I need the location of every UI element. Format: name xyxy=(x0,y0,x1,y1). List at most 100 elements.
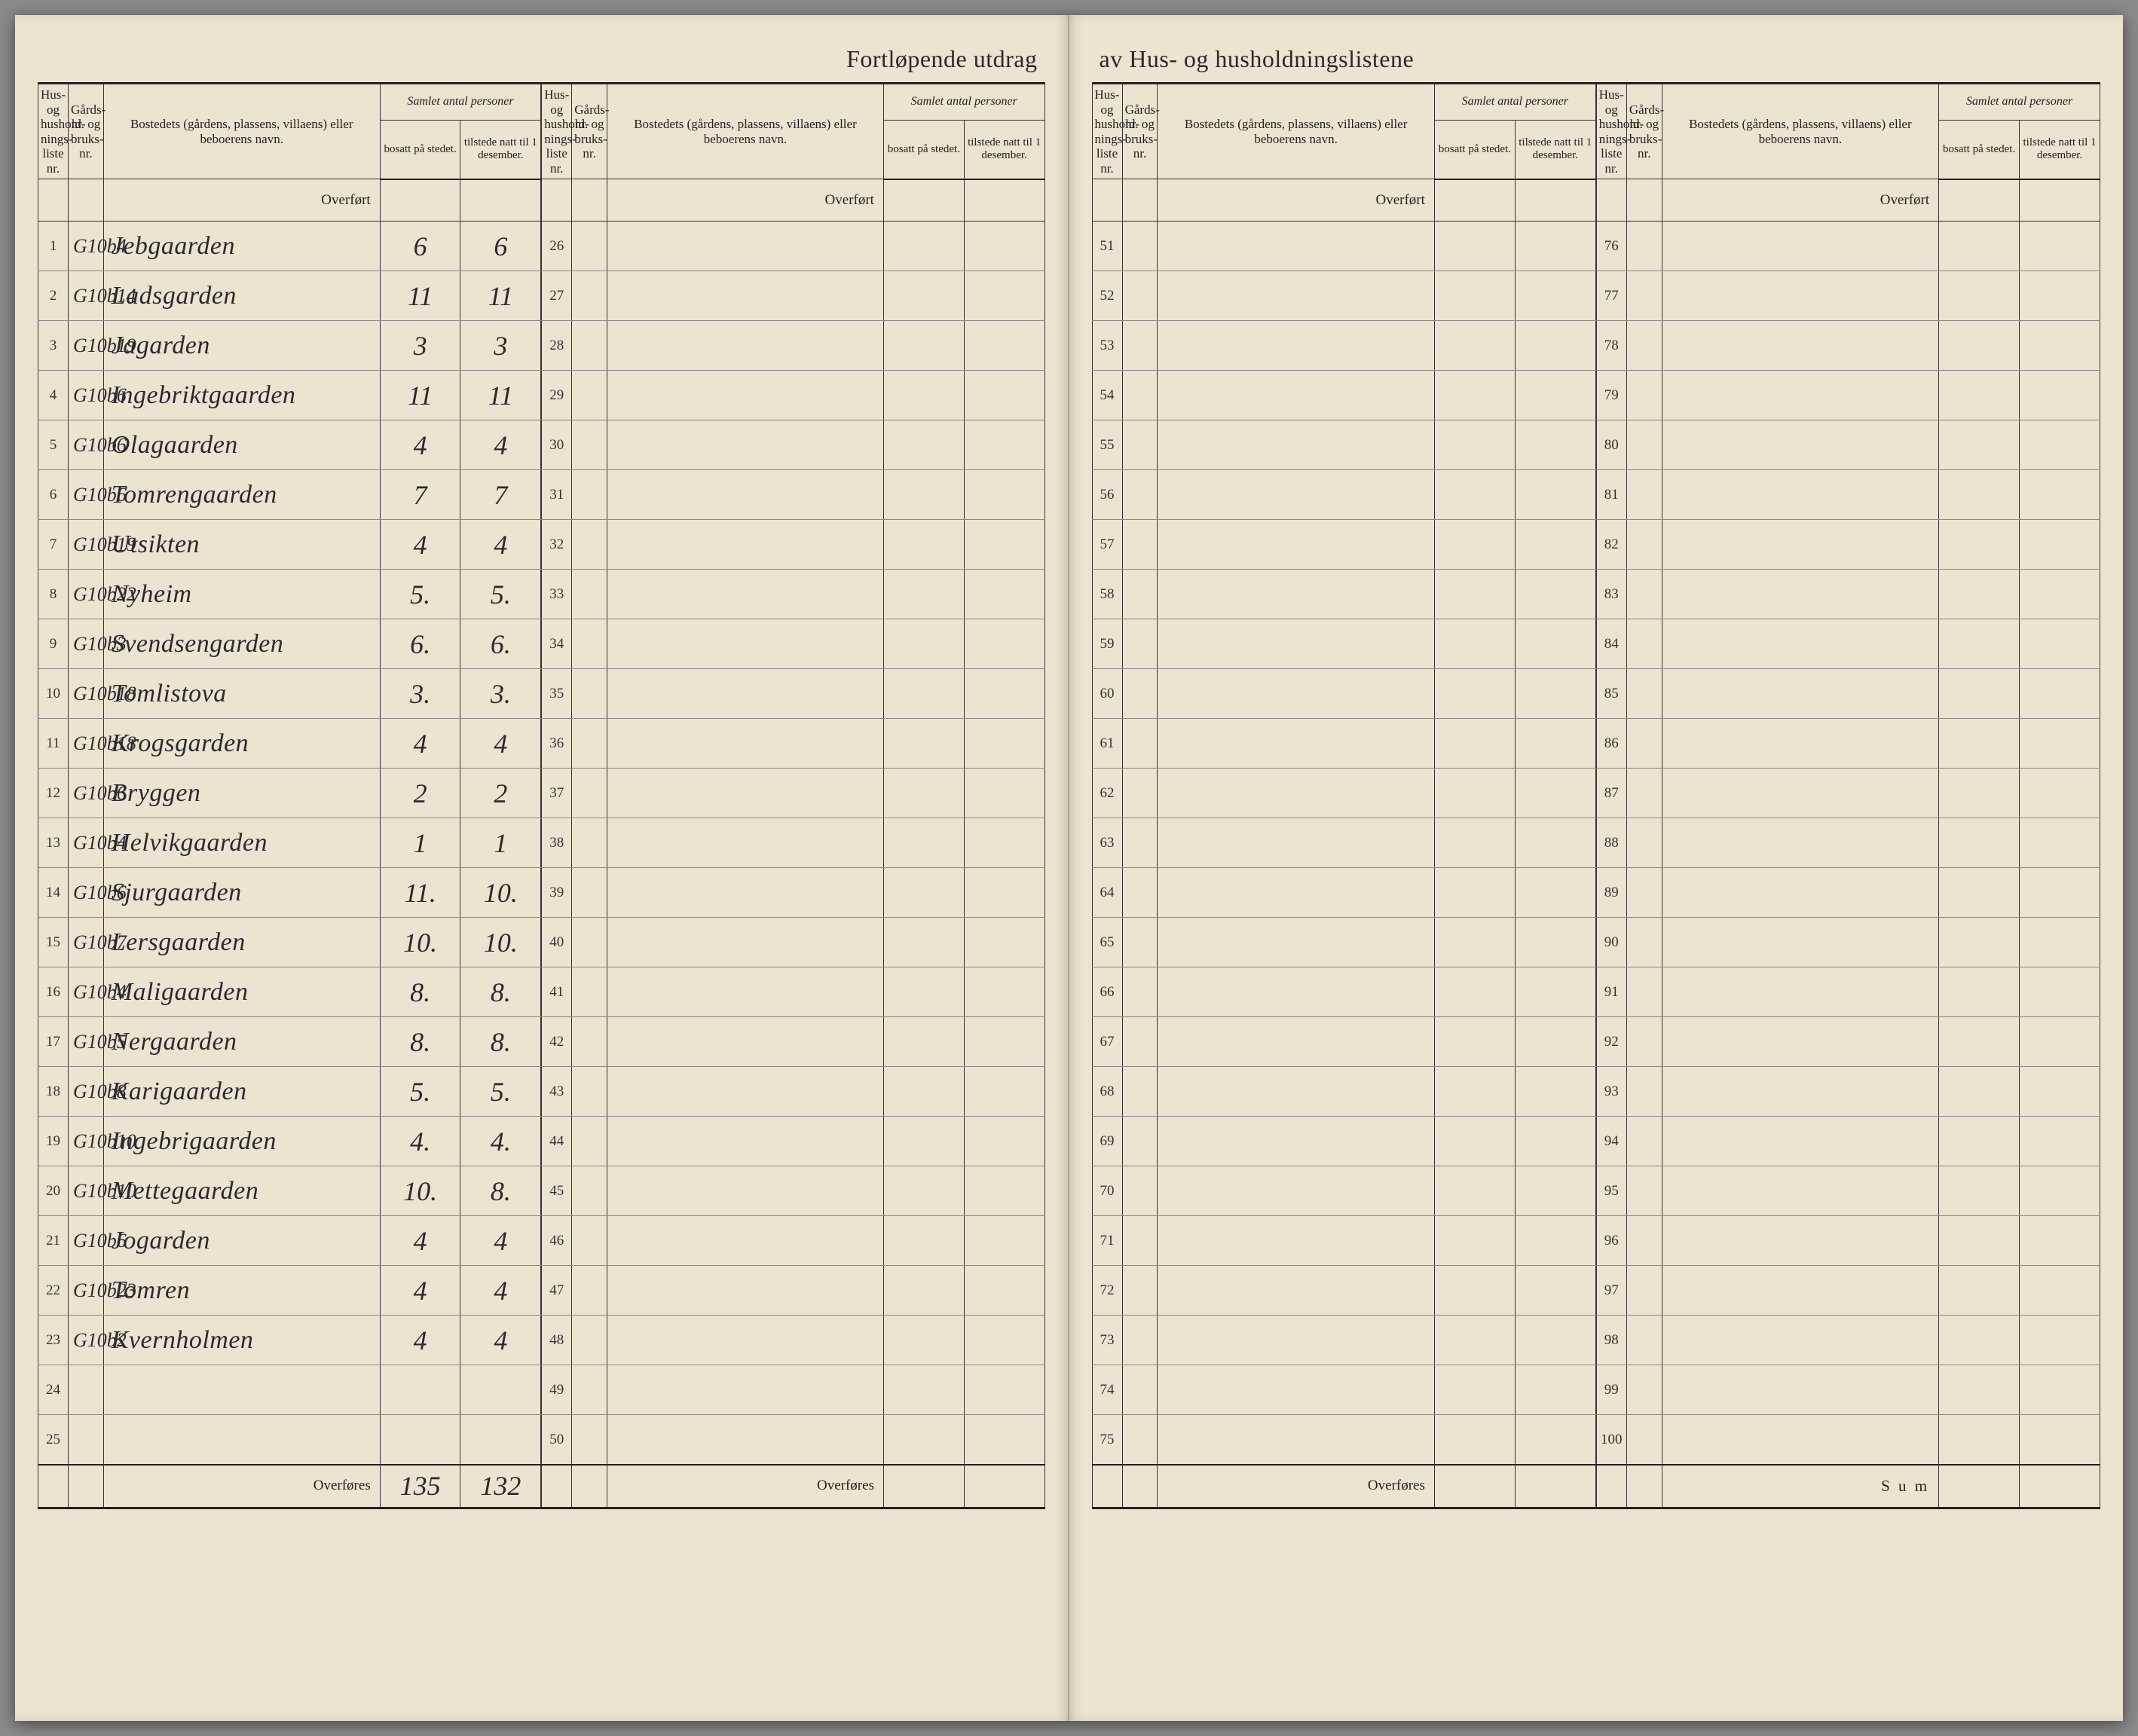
row-number: 43 xyxy=(542,1067,572,1117)
ledger-table-4: Hus- og hushold-nings-liste nr. Gårds-nr… xyxy=(1596,84,2100,1507)
gards-nr: G10b6 xyxy=(69,769,104,818)
tilstede-count: 7 xyxy=(460,470,541,520)
row-number: 22 xyxy=(38,1266,69,1316)
row-number: 61 xyxy=(1092,719,1122,769)
gards-nr: G10b19 xyxy=(69,520,104,570)
table-row: 74 xyxy=(1092,1365,1595,1415)
column-3: Hus- og hushold-nings-liste nr. Gårds-nr… xyxy=(1092,82,1596,1509)
row-number: 41 xyxy=(542,967,572,1017)
table-row: 3 G10b19 Jagarden 3 3 xyxy=(38,321,541,371)
tilstede-count: 4 xyxy=(460,1266,541,1316)
overfort-label: Overført xyxy=(607,179,883,222)
bosatt-count xyxy=(380,1365,460,1415)
row-number: 62 xyxy=(1092,769,1122,818)
table-row: 35 xyxy=(542,669,1045,719)
total-tilstede xyxy=(1515,1465,1595,1507)
table-row: 89 xyxy=(1596,868,2100,918)
overfort-row: Overført xyxy=(38,179,541,222)
header-bosatt: bosatt på stedet. xyxy=(883,121,964,179)
right-page: av Hus- og husholdningslistene Hus- og h… xyxy=(1069,15,2124,1721)
row-number: 64 xyxy=(1092,868,1122,918)
table-row: 48 xyxy=(542,1316,1045,1365)
gards-nr xyxy=(69,1415,104,1465)
table-row: 37 xyxy=(542,769,1045,818)
total-bosatt xyxy=(1434,1465,1515,1507)
bosted-name: Jebgaarden xyxy=(103,222,380,271)
tilstede-count: 8. xyxy=(460,1166,541,1216)
table-row: 67 xyxy=(1092,1017,1595,1067)
row-number: 59 xyxy=(1092,619,1122,669)
table-row: 21 G10b6 Jogarden 4 4 xyxy=(38,1216,541,1266)
row-number: 10 xyxy=(38,669,69,719)
header-gards: Gårds-nr. og bruks-nr. xyxy=(1122,84,1158,179)
row-number: 66 xyxy=(1092,967,1122,1017)
total-bosatt xyxy=(883,1465,964,1507)
sum-label: S u m xyxy=(1662,1465,1939,1507)
table-row: 64 xyxy=(1092,868,1595,918)
bosted-name: Kvernholmen xyxy=(103,1316,380,1365)
header-liste: Hus- og hushold-nings-liste nr. xyxy=(1092,84,1122,179)
gards-nr: G10b14 xyxy=(69,271,104,321)
table-row: 18 G10b8 Karigaarden 5. 5. xyxy=(38,1067,541,1117)
gards-nr: G10b6 xyxy=(69,868,104,918)
table-row: 43 xyxy=(542,1067,1045,1117)
table-row: 71 xyxy=(1092,1216,1595,1266)
overfores-label: Overføres xyxy=(103,1465,380,1507)
row-number: 70 xyxy=(1092,1166,1122,1216)
bosatt-count: 2 xyxy=(380,769,460,818)
bosted-name: Ladsgarden xyxy=(103,271,380,321)
header-bosted: Bostedets (gårdens, plassens, villaens) … xyxy=(103,84,380,179)
tilstede-count: 6 xyxy=(460,222,541,271)
bosatt-count: 3 xyxy=(380,321,460,371)
table-row: 49 xyxy=(542,1365,1045,1415)
row-number: 88 xyxy=(1596,818,1626,868)
table-row: 19 G10b10 Ingebrigaarden 4. 4. xyxy=(38,1117,541,1166)
row-number: 69 xyxy=(1092,1117,1122,1166)
row-number: 95 xyxy=(1596,1166,1626,1216)
row-number: 1 xyxy=(38,222,69,271)
row-number: 23 xyxy=(38,1316,69,1365)
table-row: 42 xyxy=(542,1017,1045,1067)
bosted-name: Tomlistova xyxy=(103,669,380,719)
table-row: 20 G10b10 Mettegaarden 10. 8. xyxy=(38,1166,541,1216)
tilstede-count xyxy=(460,1365,541,1415)
row-number: 29 xyxy=(542,371,572,420)
table-row: 22 G10b23 Tomren 4 4 xyxy=(38,1266,541,1316)
table-row: 40 xyxy=(542,918,1045,967)
table-row: 27 xyxy=(542,271,1045,321)
table-row: 11 G10b18 Krogsgarden 4 4 xyxy=(38,719,541,769)
row-number: 24 xyxy=(38,1365,69,1415)
document-spread: Fortløpende utdrag Hus- og hushold-nings… xyxy=(15,15,2123,1721)
table-row: 66 xyxy=(1092,967,1595,1017)
gards-nr: G10b4 xyxy=(69,967,104,1017)
page-title-right: av Hus- og husholdningslistene xyxy=(1092,45,2101,73)
row-number: 54 xyxy=(1092,371,1122,420)
overfores-label: Overføres xyxy=(607,1465,883,1507)
tilstede-count: 6. xyxy=(460,619,541,669)
header-liste: Hus- og hushold-nings-liste nr. xyxy=(1596,84,1626,179)
row-number: 30 xyxy=(542,420,572,470)
tilstede-count: 10. xyxy=(460,868,541,918)
overfores-row: S u m xyxy=(1596,1465,2100,1507)
row-number: 15 xyxy=(38,918,69,967)
row-number: 33 xyxy=(542,570,572,619)
table-row: 96 xyxy=(1596,1216,2100,1266)
table-row: 5 G10b6 Olagaarden 4 4 xyxy=(38,420,541,470)
table-row: 95 xyxy=(1596,1166,2100,1216)
ledger-table-2: Hus- og hushold-nings-liste nr. Gårds-nr… xyxy=(541,84,1045,1507)
ledger-table-1: Hus- og hushold-nings-liste nr. Gårds-nr… xyxy=(38,84,541,1507)
table-row: 91 xyxy=(1596,967,2100,1017)
row-number: 14 xyxy=(38,868,69,918)
table-row: 38 xyxy=(542,818,1045,868)
tilstede-count xyxy=(460,1415,541,1465)
row-number: 45 xyxy=(542,1166,572,1216)
bosted-name: Olagaarden xyxy=(103,420,380,470)
header-bosted: Bostedets (gårdens, plassens, villaens) … xyxy=(1662,84,1939,179)
bosatt-count: 10. xyxy=(380,918,460,967)
row-number: 93 xyxy=(1596,1067,1626,1117)
table-row: 44 xyxy=(542,1117,1045,1166)
header-gards: Gårds-nr. og bruks-nr. xyxy=(1626,84,1662,179)
column-1: Hus- og hushold-nings-liste nr. Gårds-nr… xyxy=(38,82,541,1509)
header-gards: Gårds-nr. og bruks-nr. xyxy=(69,84,104,179)
row-number: 97 xyxy=(1596,1266,1626,1316)
